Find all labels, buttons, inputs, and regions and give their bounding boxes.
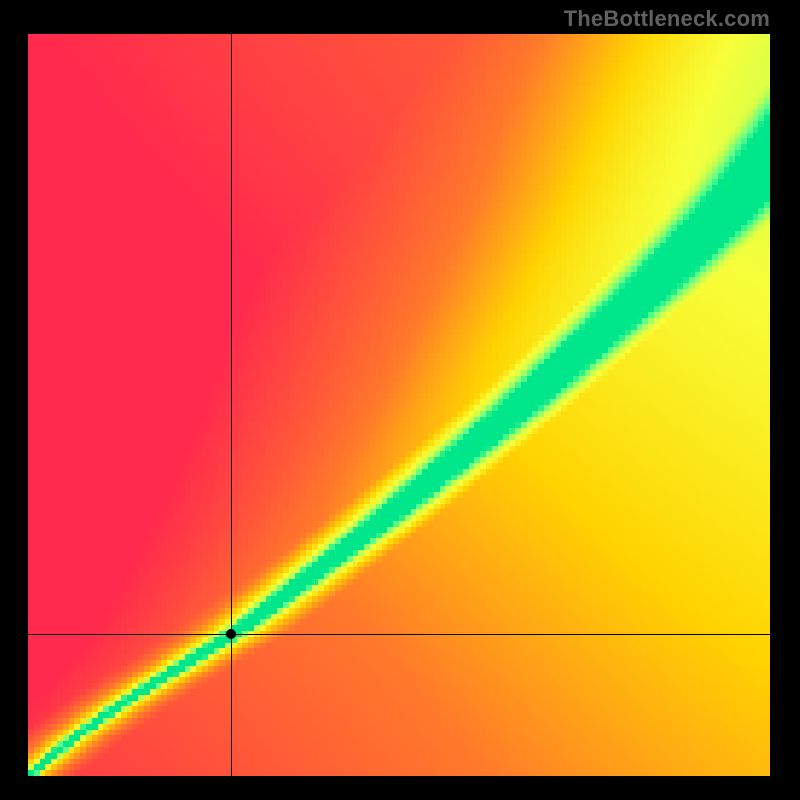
chart-container: TheBottleneck.com <box>0 0 800 800</box>
crosshair-horizontal-line <box>28 634 770 635</box>
crosshair-vertical-line <box>231 34 232 776</box>
marker-dot <box>226 629 236 639</box>
watermark-text: TheBottleneck.com <box>564 6 770 32</box>
bottleneck-heatmap <box>28 34 770 776</box>
